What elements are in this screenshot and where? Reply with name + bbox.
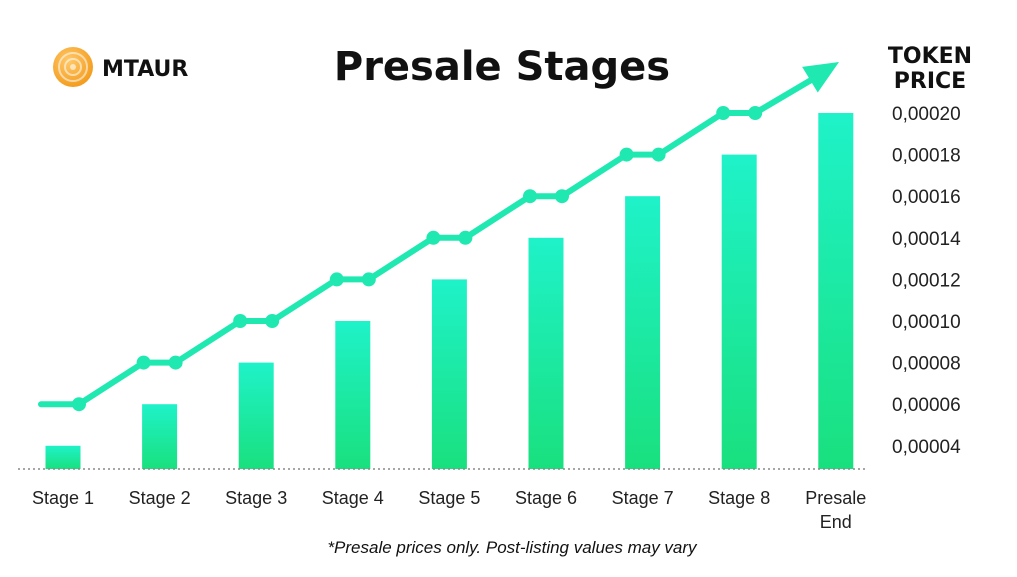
chart-title: Presale Stages bbox=[334, 44, 670, 90]
x-tick-label: Stage 3 bbox=[225, 488, 287, 508]
bar bbox=[335, 321, 371, 469]
bar bbox=[142, 404, 178, 469]
x-tick-label: Stage 8 bbox=[708, 488, 770, 508]
trend-point bbox=[72, 397, 86, 412]
y-axis-title: TOKEN PRICE bbox=[888, 44, 972, 94]
bar-series bbox=[45, 113, 854, 469]
x-tick-label: Stage 4 bbox=[322, 488, 384, 508]
y-tick-label: 0,00018 bbox=[892, 146, 961, 167]
trend-point bbox=[555, 189, 569, 204]
x-tick-label: Presale bbox=[805, 488, 866, 508]
trend-point bbox=[426, 230, 441, 245]
mtaur-coin-icon bbox=[53, 47, 93, 87]
y-axis-ticks: 0,00004 0,00006 0,00008 0,00010 0,00012 0,000… bbox=[892, 104, 961, 458]
trend-point bbox=[651, 147, 666, 162]
y-tick-label: 0,00006 bbox=[892, 395, 961, 416]
trend-point bbox=[329, 272, 344, 287]
trend-point bbox=[716, 106, 731, 120]
bar bbox=[431, 279, 467, 469]
x-tick-label: Stage 6 bbox=[515, 488, 577, 508]
trend-point bbox=[168, 355, 183, 370]
bar bbox=[528, 237, 564, 469]
trend-point bbox=[136, 355, 151, 370]
trend-point bbox=[265, 314, 280, 328]
brand-name: MTAUR bbox=[102, 57, 188, 82]
trend-point bbox=[523, 189, 537, 204]
brand-logo: MTAUR bbox=[53, 47, 188, 87]
y-tick-label: 0,00020 bbox=[892, 104, 961, 125]
trend-point bbox=[458, 230, 473, 245]
y-tick-label: 0,00004 bbox=[892, 437, 961, 458]
trend-point bbox=[361, 272, 376, 287]
y-axis-title-line-1: TOKEN bbox=[888, 44, 972, 69]
bar bbox=[818, 113, 854, 469]
x-tick-label: End bbox=[820, 512, 852, 532]
y-tick-label: 0,00012 bbox=[892, 270, 961, 291]
trend-line bbox=[38, 62, 839, 412]
y-axis-title-line-2: PRICE bbox=[894, 69, 966, 94]
trend-point bbox=[233, 314, 248, 328]
y-tick-label: 0,00014 bbox=[892, 229, 961, 250]
bar bbox=[625, 196, 661, 469]
y-tick-label: 0,00008 bbox=[892, 354, 961, 375]
trend-arrow-head bbox=[802, 62, 839, 93]
x-axis-ticks: Stage 1 Stage 2 Stage 3 Stage 4 Stage 5 Stage… bbox=[32, 488, 866, 532]
x-tick-label: Stage 7 bbox=[612, 488, 674, 508]
x-tick-label: Stage 1 bbox=[32, 488, 94, 508]
footnote: *Presale prices only. Post-listing value… bbox=[327, 538, 698, 557]
y-tick-label: 0,00010 bbox=[892, 312, 961, 333]
trend-point bbox=[748, 106, 763, 120]
x-tick-label: Stage 2 bbox=[129, 488, 191, 508]
x-tick-label: Stage 5 bbox=[418, 488, 480, 508]
bar bbox=[45, 445, 81, 469]
bar bbox=[238, 362, 274, 469]
bar bbox=[721, 154, 757, 469]
y-tick-label: 0,00016 bbox=[892, 187, 961, 208]
trend-point bbox=[619, 147, 634, 162]
